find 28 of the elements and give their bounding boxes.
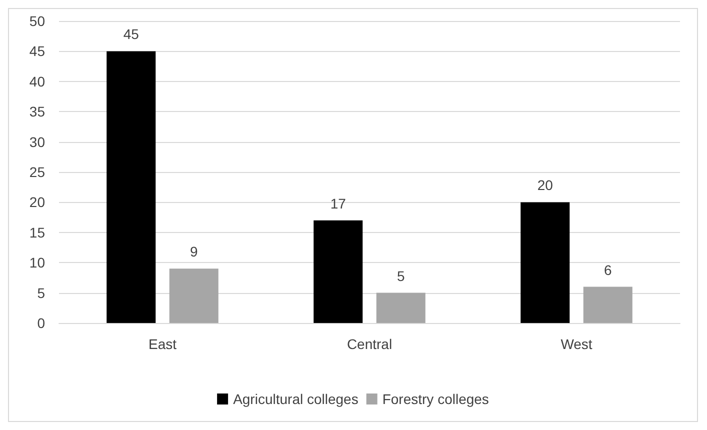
data-label: 20: [537, 177, 554, 194]
y-tick-label: 45: [29, 43, 46, 60]
y-tick-label: 20: [29, 194, 46, 210]
x-tick-label: West: [560, 336, 592, 352]
y-tick-label: 5: [37, 284, 46, 301]
y-tick-label: 15: [29, 224, 46, 240]
data-label: 9: [190, 244, 198, 260]
y-tick-label: 50: [29, 13, 46, 29]
y-tick-label: 40: [29, 73, 46, 90]
bar: [314, 220, 363, 323]
legend-label: Forestry colleges: [382, 391, 489, 407]
data-label: 45: [123, 26, 140, 42]
data-label: 17: [330, 195, 346, 212]
data-label: 6: [604, 262, 612, 278]
bar: [520, 202, 570, 323]
data-label: 5: [396, 268, 405, 284]
y-tick-label: 10: [29, 254, 46, 271]
y-tick-label: 35: [29, 104, 46, 120]
bar: [169, 268, 218, 323]
bar: [106, 51, 156, 323]
x-tick-label: Central: [346, 336, 392, 352]
bar: [583, 286, 632, 323]
y-tick-label: 30: [29, 134, 46, 150]
x-tick-label: East: [148, 336, 177, 352]
bar: [376, 292, 426, 323]
y-tick-label: 0: [37, 315, 46, 331]
y-tick-label: 25: [29, 164, 46, 180]
legend-label: Agricultural colleges: [233, 391, 358, 407]
